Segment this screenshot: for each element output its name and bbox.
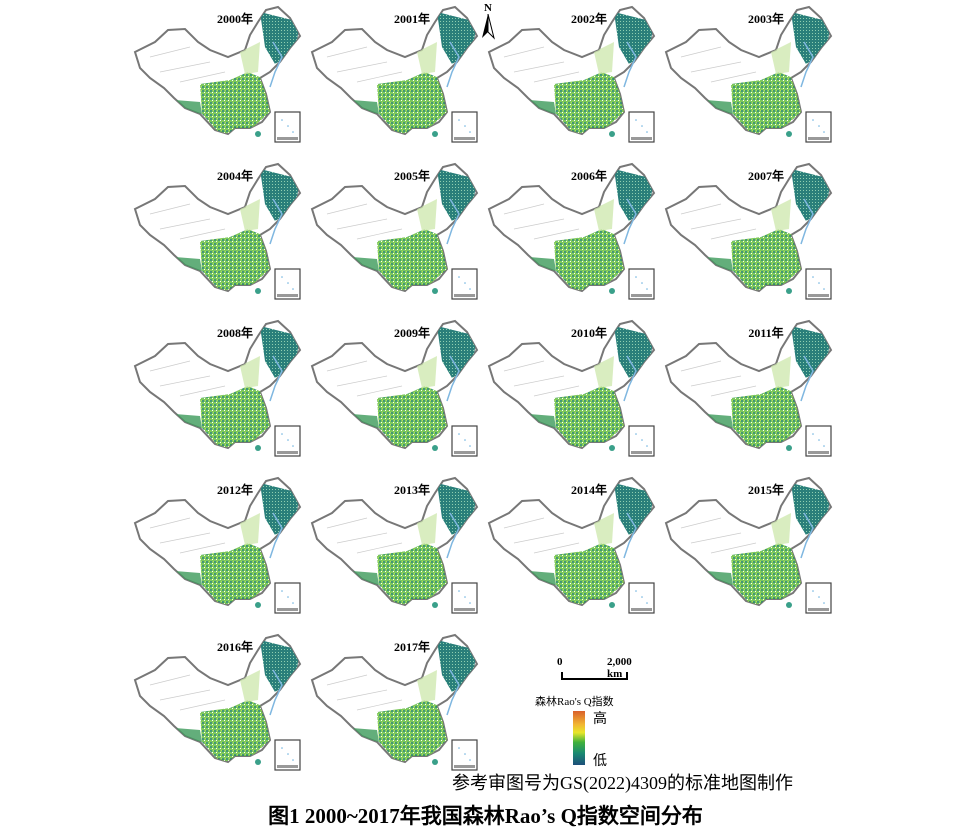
panel-year: 2015年: [747, 483, 784, 497]
panel-year: 2001年: [393, 12, 430, 26]
legend-title: 森林Rao's Q指数: [535, 696, 614, 708]
map-panel: 2010年: [484, 316, 662, 471]
map-panel: 2014年: [484, 473, 662, 628]
map-panel: 2006年: [484, 159, 662, 314]
map-panel: 2008年: [130, 316, 308, 471]
panel-year: 2002年: [570, 12, 607, 26]
legend-high: 高: [593, 712, 607, 727]
map-panel: 2012年: [130, 473, 308, 628]
map-panel: 2016年: [130, 630, 308, 785]
map-panel: 2004年: [130, 159, 308, 314]
panel-year: 2007年: [747, 169, 784, 183]
panel-year: 2003年: [747, 12, 784, 26]
scale-end: 2,000 km: [607, 656, 632, 680]
scale-bar: 0 2,000 km: [555, 656, 645, 686]
map-panel: 2017年: [307, 630, 485, 785]
legend-low: 低: [593, 754, 607, 769]
map-panel: 2001年: [307, 2, 485, 157]
map-panel: 2013年: [307, 473, 485, 628]
figure-caption: 图1 2000~2017年我国森林Rao’s Q指数空间分布: [268, 804, 703, 828]
map-panel: 2015年: [661, 473, 839, 628]
panel-year: 2012年: [216, 483, 253, 497]
map-panel: 2000年: [130, 2, 308, 157]
panel-year: 2010年: [570, 326, 607, 340]
legend-color-ramp: [573, 711, 585, 765]
panel-year: 2014年: [570, 483, 607, 497]
map-panel: 2007年: [661, 159, 839, 314]
panel-year: 2004年: [216, 169, 253, 183]
north-arrow: N: [478, 2, 498, 43]
panel-year: 2009年: [393, 326, 430, 340]
panel-year: 2008年: [216, 326, 253, 340]
map-panel: 2005年: [307, 159, 485, 314]
panel-year: 2005年: [393, 169, 430, 183]
scale-bar-line: [561, 672, 628, 680]
panel-year: 2013年: [393, 483, 430, 497]
map-panel: 2002年: [484, 2, 662, 157]
map-panel: 2011年: [661, 316, 839, 471]
north-label: N: [484, 2, 492, 14]
panel-year: 2006年: [570, 169, 607, 183]
map-panel: 2009年: [307, 316, 485, 471]
panel-year: 2000年: [216, 12, 253, 26]
north-arrow-icon: [482, 13, 495, 40]
panel-year: 2016年: [216, 640, 253, 654]
panel-year: 2011年: [748, 326, 784, 340]
map-approval-note: 参考审图号为GS(2022)4309的标准地图制作: [452, 773, 793, 793]
map-panel: 2003年: [661, 2, 839, 157]
scale-start: 0: [557, 656, 563, 668]
panel-year: 2017年: [393, 640, 430, 654]
